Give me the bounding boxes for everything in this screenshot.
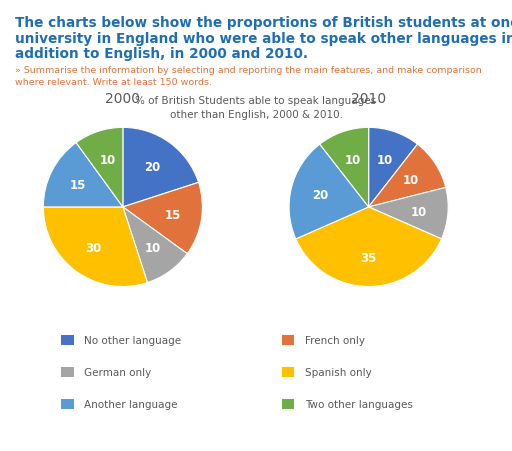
Text: German only: German only — [84, 367, 152, 377]
Text: Another language: Another language — [84, 399, 178, 409]
Text: 10: 10 — [402, 174, 419, 187]
Wedge shape — [44, 207, 147, 287]
Title: 2010: 2010 — [351, 92, 386, 106]
Text: 10: 10 — [344, 154, 360, 167]
Wedge shape — [123, 183, 202, 254]
Text: 10: 10 — [99, 153, 116, 166]
Wedge shape — [76, 128, 123, 207]
Text: 15: 15 — [70, 178, 87, 191]
Text: 20: 20 — [312, 189, 328, 202]
Text: 20: 20 — [144, 161, 160, 174]
Text: No other language: No other language — [84, 336, 182, 345]
Text: addition to English, in 2000 and 2010.: addition to English, in 2000 and 2010. — [15, 47, 308, 61]
Text: Two other languages: Two other languages — [305, 399, 413, 409]
Text: French only: French only — [305, 336, 365, 345]
Text: » Summarise the information by selecting and reporting the main features, and ma: » Summarise the information by selecting… — [15, 66, 482, 75]
Wedge shape — [44, 143, 123, 207]
Wedge shape — [296, 207, 441, 287]
Wedge shape — [369, 188, 448, 239]
Text: 10: 10 — [411, 205, 426, 218]
Wedge shape — [369, 128, 417, 207]
Wedge shape — [123, 128, 199, 207]
Text: The charts below show the proportions of British students at one: The charts below show the proportions of… — [15, 16, 512, 30]
Wedge shape — [369, 145, 446, 207]
Text: 10: 10 — [377, 154, 393, 167]
Wedge shape — [320, 128, 369, 207]
Text: university in England who were able to speak other languages in: university in England who were able to s… — [15, 32, 512, 46]
Text: % of British Students able to speak languages
other than English, 2000 & 2010.: % of British Students able to speak lang… — [136, 96, 376, 120]
Wedge shape — [123, 207, 187, 283]
Text: 15: 15 — [164, 209, 181, 222]
Title: 2000: 2000 — [105, 92, 140, 106]
Text: 30: 30 — [86, 241, 101, 254]
Text: 10: 10 — [144, 241, 160, 254]
Text: where relevant. Write at least 150 words.: where relevant. Write at least 150 words… — [15, 78, 212, 87]
Wedge shape — [289, 145, 369, 239]
Text: 35: 35 — [360, 251, 377, 264]
Text: Spanish only: Spanish only — [305, 367, 371, 377]
